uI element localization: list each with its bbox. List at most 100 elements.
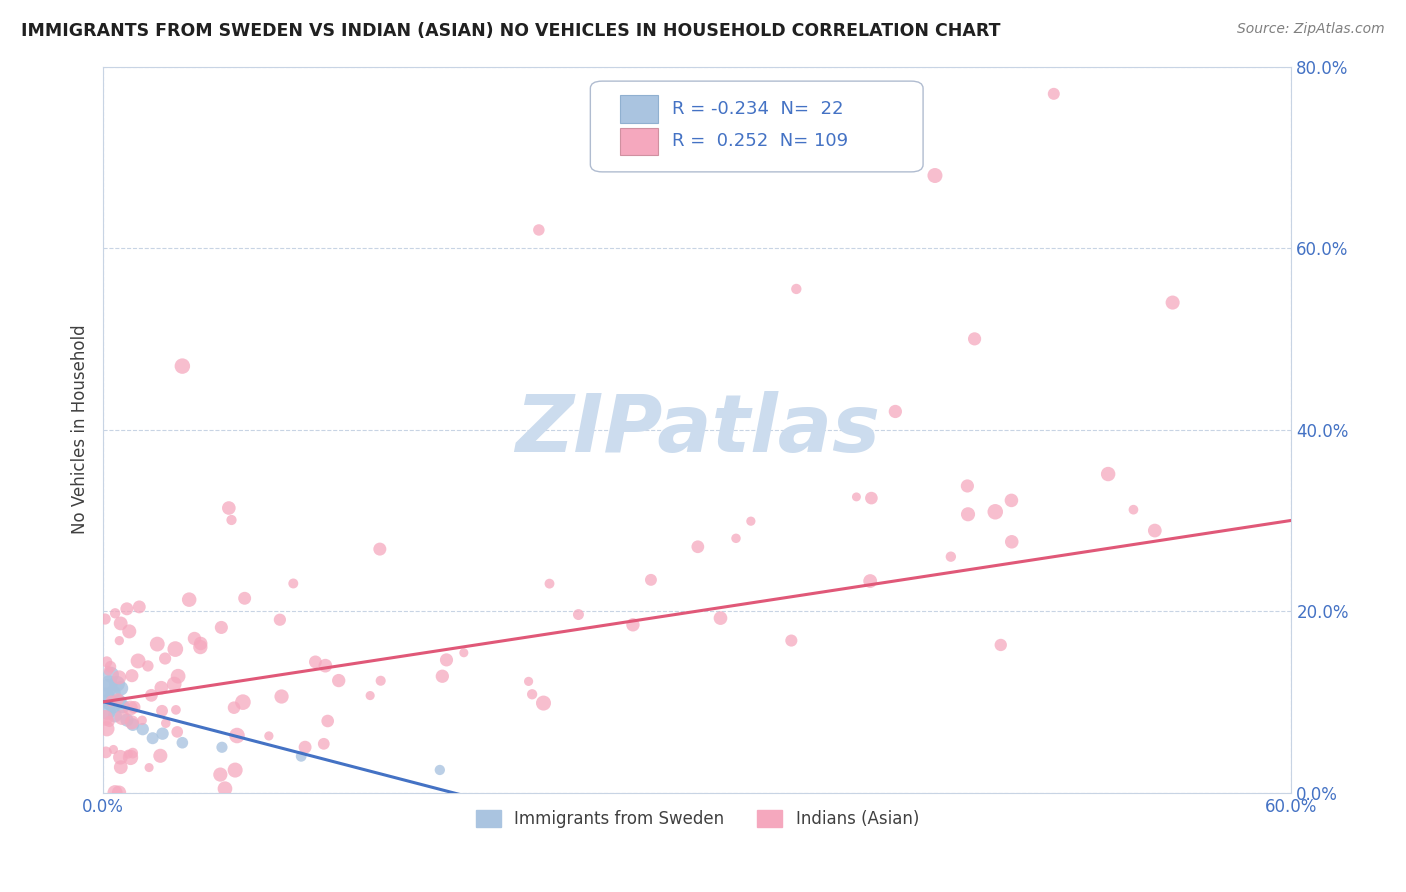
Point <box>845 490 868 504</box>
Point <box>165 642 187 657</box>
Point <box>724 531 747 545</box>
Point <box>304 655 326 669</box>
Point <box>183 632 205 646</box>
Point <box>218 501 240 516</box>
Point <box>96 704 118 718</box>
Point <box>150 704 173 718</box>
Point <box>533 696 555 710</box>
Point <box>108 695 131 709</box>
Point <box>209 620 232 634</box>
Point <box>132 722 155 736</box>
Point <box>538 576 561 591</box>
Point <box>115 713 138 727</box>
Point <box>1143 524 1166 538</box>
Point <box>127 654 149 668</box>
Point <box>166 725 188 739</box>
Point <box>121 715 143 730</box>
Point <box>224 763 246 777</box>
Point <box>120 750 142 764</box>
Point <box>153 651 176 665</box>
Point <box>232 695 254 709</box>
Legend: Immigrants from Sweden, Indians (Asian): Immigrants from Sweden, Indians (Asian) <box>468 804 925 835</box>
Point <box>222 700 245 714</box>
Point <box>190 636 212 650</box>
Point <box>283 576 305 591</box>
Point <box>101 699 124 714</box>
Point <box>709 611 731 625</box>
Point <box>1097 467 1119 481</box>
Point <box>956 508 979 522</box>
Point <box>990 638 1012 652</box>
Point <box>963 332 986 346</box>
Point <box>517 674 540 689</box>
Point <box>956 479 979 493</box>
Point <box>100 667 122 681</box>
Point <box>429 763 451 777</box>
Point <box>131 714 153 728</box>
Point <box>686 540 709 554</box>
Point <box>110 681 132 696</box>
Point <box>859 574 882 588</box>
Point <box>155 716 177 731</box>
Point <box>110 760 132 774</box>
Point <box>984 505 1007 519</box>
Point <box>94 612 117 626</box>
Point <box>939 549 962 564</box>
Point <box>209 767 232 781</box>
Point <box>1122 502 1144 516</box>
Point <box>146 637 169 651</box>
Point <box>152 726 174 740</box>
Point <box>96 655 118 669</box>
Point <box>884 404 907 418</box>
Point <box>108 670 131 684</box>
Point <box>94 690 117 705</box>
Point <box>316 714 339 728</box>
Point <box>290 749 312 764</box>
Point <box>121 746 143 760</box>
Point <box>257 729 280 743</box>
Point <box>221 513 243 527</box>
Point <box>111 710 134 724</box>
Point <box>142 731 165 746</box>
Point <box>211 740 233 755</box>
Point <box>269 613 291 627</box>
Point <box>138 761 160 775</box>
Point <box>368 542 391 557</box>
Point <box>294 740 316 755</box>
Text: Source: ZipAtlas.com: Source: ZipAtlas.com <box>1237 22 1385 37</box>
Point <box>453 646 475 660</box>
Point <box>104 708 127 723</box>
Point <box>108 633 131 648</box>
Point <box>111 699 134 714</box>
Point <box>110 750 132 764</box>
Point <box>104 786 127 800</box>
Text: R = -0.234  N=  22: R = -0.234 N= 22 <box>672 100 844 118</box>
Point <box>785 282 807 296</box>
Point <box>149 748 172 763</box>
Point <box>226 729 249 743</box>
Point <box>98 714 121 729</box>
Point <box>103 742 125 756</box>
Point <box>314 658 336 673</box>
Point <box>121 717 143 731</box>
Point <box>104 607 127 621</box>
Point <box>172 736 194 750</box>
Point <box>105 677 128 691</box>
Point <box>520 687 543 701</box>
Point <box>167 669 190 683</box>
Point <box>100 659 122 673</box>
Point <box>1001 534 1024 549</box>
Point <box>567 607 589 622</box>
Point <box>312 737 335 751</box>
Point <box>136 659 159 673</box>
Point <box>96 722 118 736</box>
Point <box>150 681 173 695</box>
Point <box>233 591 256 606</box>
Point <box>270 690 292 704</box>
Point <box>860 491 883 505</box>
Y-axis label: No Vehicles in Household: No Vehicles in Household <box>72 325 89 534</box>
Point <box>115 602 138 616</box>
Point <box>100 694 122 708</box>
Point <box>179 592 201 607</box>
Point <box>740 514 762 528</box>
